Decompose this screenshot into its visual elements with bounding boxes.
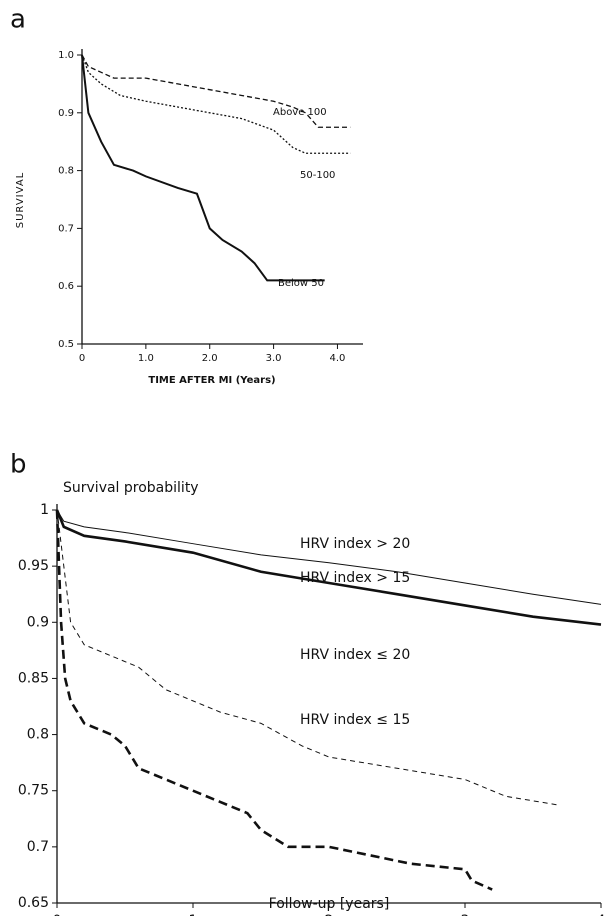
series-label: HRV index > 15 — [300, 570, 410, 586]
series-label: HRV index > 20 — [300, 536, 410, 552]
panel: a SURVIVAL TIME AFTER MI (Years) 0.5 0.6 0.7 0… — [10, 5, 363, 386]
y-tick-label: 0.85 — [18, 670, 49, 686]
x-tick-label: 1.0 — [138, 353, 154, 364]
y-tick-label: 0.9 — [58, 108, 74, 119]
survival-curve — [55, 509, 493, 891]
survival-curve — [56, 509, 602, 605]
y-tick-label: 0.7 — [58, 223, 74, 234]
x-tick-label: 4.0 — [330, 353, 346, 364]
series-label: HRV index ≤ 15 — [300, 712, 410, 728]
y-tick-label: 0.8 — [27, 727, 49, 743]
y-tick-label: 0.7 — [27, 839, 49, 855]
series-label: HRV index ≤ 20 — [300, 647, 410, 663]
panel-label: a — [10, 5, 26, 35]
survival-curve — [55, 509, 602, 626]
x-axis-label: TIME AFTER MI (Years) — [148, 375, 275, 386]
survival-curve — [81, 54, 325, 282]
x-tick-label: 3.0 — [266, 353, 282, 364]
series-label: Below 50 — [278, 278, 324, 289]
survival-curve — [81, 54, 351, 154]
x-tick-label: 0 — [53, 913, 62, 916]
x-tick-label: 4 — [597, 913, 605, 916]
x-tick-label: 2.0 — [202, 353, 218, 364]
y-tick-label: 0.8 — [58, 166, 74, 177]
survival-curve — [56, 509, 561, 806]
y-axis-label: SURVIVAL — [15, 172, 26, 228]
panel-label: b — [10, 450, 27, 480]
x-tick-label: 2 — [325, 913, 334, 916]
y-tick-label: 0.9 — [27, 614, 49, 630]
y-tick-label: 1.0 — [58, 50, 74, 61]
y-tick-label: 0.95 — [18, 558, 49, 574]
x-tick-label: 0 — [79, 353, 85, 364]
survival-curve — [81, 54, 351, 128]
x-tick-label: 1 — [189, 913, 198, 916]
y-tick-label: 0.6 — [58, 281, 74, 292]
y-tick-label: 0.5 — [58, 339, 74, 350]
y-tick-label: 1 — [40, 502, 49, 518]
y-tick-label: 0.65 — [18, 895, 49, 911]
series-label: 50-100 — [300, 170, 335, 181]
x-tick-label: 3 — [461, 913, 470, 916]
series-label: Above 100 — [273, 107, 327, 118]
y-tick-label: 0.75 — [18, 783, 49, 799]
y-axis-label: Survival probability — [63, 480, 199, 496]
